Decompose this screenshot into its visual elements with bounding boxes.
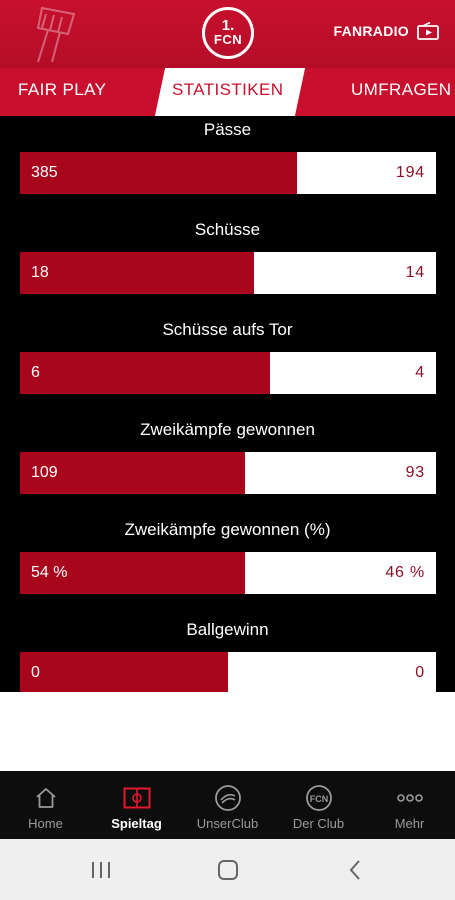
back-icon[interactable] <box>342 857 368 883</box>
stat-bar: 18 14 <box>20 252 436 294</box>
pitch-icon <box>123 784 151 812</box>
system-navigation-bar <box>0 839 455 900</box>
nav-item-der-club[interactable]: FCN Der Club <box>273 771 364 839</box>
home-value: 18 <box>31 264 49 281</box>
stat-bar: 54 % 46 % <box>20 552 436 594</box>
home-bar-fill <box>20 152 297 194</box>
recent-apps-icon[interactable] <box>88 857 114 883</box>
app-header: 1. FCN FANRADIO <box>0 0 455 68</box>
home-button-icon[interactable] <box>215 857 241 883</box>
stat-bar: 385 194 <box>20 152 436 194</box>
stat-title: Schüsse aufs Tor <box>162 320 293 339</box>
bottom-navigation: Home Spieltag UnserClub FCN Der Club Meh… <box>0 771 455 839</box>
home-bar-fill <box>20 352 270 394</box>
nav-label: Mehr <box>394 816 425 831</box>
stat-title: Zweikämpfe gewonnen (%) <box>124 520 331 539</box>
stat-title: Ballgewinn <box>186 620 269 639</box>
stat-bar: 6 4 <box>20 352 436 394</box>
club-logo[interactable]: 1. FCN <box>202 7 254 59</box>
stat-title: Zweikämpfe gewonnen <box>140 420 315 439</box>
home-value: 0 <box>31 664 40 681</box>
home-bar-fill <box>20 252 255 294</box>
home-value: 54 % <box>31 564 68 581</box>
fanradio-label: FANRADIO <box>333 23 409 39</box>
home-value: 6 <box>31 364 40 381</box>
nav-item-mehr[interactable]: Mehr <box>364 771 455 839</box>
nav-item-spieltag[interactable]: Spieltag <box>91 771 182 839</box>
home-value: 385 <box>31 164 58 181</box>
radio-play-icon <box>417 22 439 40</box>
logo-line1: 1. <box>221 17 235 34</box>
home-bar-fill <box>20 552 245 594</box>
away-value: 93 <box>405 464 425 481</box>
away-value: 0 <box>415 664 425 681</box>
away-value: 4 <box>415 364 425 381</box>
nav-item-unserclub[interactable]: UnserClub <box>182 771 273 839</box>
nav-item-home[interactable]: Home <box>0 771 91 839</box>
tab-bar: FAIR PLAY STATISTIKEN UMFRAGEN <box>0 68 455 116</box>
away-value: 14 <box>405 264 425 281</box>
nav-label: Spieltag <box>111 816 162 831</box>
stadium-light-icon <box>36 6 76 63</box>
home-bar-fill <box>20 652 228 692</box>
club-crest-icon: FCN <box>305 784 333 812</box>
stat-title: Pässe <box>203 120 252 139</box>
tab-fair-play[interactable]: FAIR PLAY <box>18 80 107 99</box>
logo-line2: FCN <box>213 32 243 47</box>
unserclub-icon <box>214 784 242 812</box>
stat-bar: 0 0 <box>20 652 436 692</box>
nav-label: UnserClub <box>196 816 259 831</box>
tab-statistiken[interactable]: STATISTIKEN <box>172 80 284 99</box>
fanradio-button[interactable]: FANRADIO <box>333 22 439 40</box>
more-dots-icon <box>396 784 424 812</box>
home-bar-fill <box>20 452 245 494</box>
nav-label: Home <box>28 816 63 831</box>
tab-umfragen[interactable]: UMFRAGEN <box>351 80 452 99</box>
stat-title: Schüsse <box>194 220 261 239</box>
away-value: 194 <box>395 164 425 181</box>
stat-bar: 109 93 <box>20 452 436 494</box>
home-value: 109 <box>31 464 58 481</box>
nav-label: Der Club <box>292 816 345 831</box>
svg-text:FCN: FCN <box>309 794 328 804</box>
home-icon <box>32 784 60 812</box>
away-value: 46 % <box>385 564 425 581</box>
statistics-panel[interactable]: Pässe 385 194 Schüsse 18 14 Schüsse aufs… <box>0 116 455 692</box>
